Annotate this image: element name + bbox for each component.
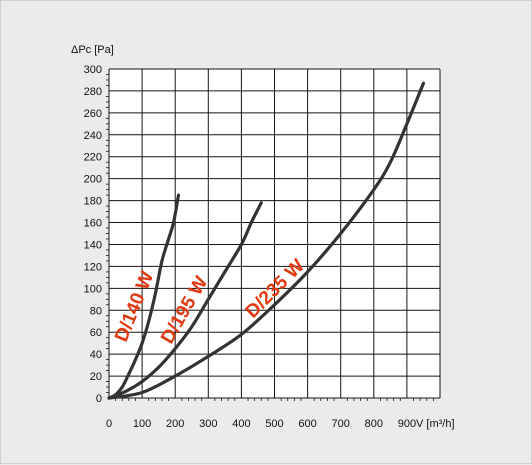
x-axis-label: V [m³/h] bbox=[416, 418, 455, 430]
y-tick-label: 60 bbox=[90, 327, 102, 339]
y-tick-labels: 0 20 40 60 80 100 120 140 160 180 200 220 240 260 280 3… bbox=[84, 64, 102, 405]
x-tick-label: 500 bbox=[265, 418, 283, 430]
x-tick-label: 200 bbox=[166, 418, 184, 430]
y-tick-label: 0 bbox=[96, 393, 102, 405]
y-tick-label: 140 bbox=[84, 239, 102, 251]
y-tick-label: 300 bbox=[84, 64, 102, 76]
y-tick-label: 180 bbox=[84, 196, 102, 208]
x-tick-label: 800 bbox=[365, 418, 383, 430]
y-tick-label: 200 bbox=[84, 174, 102, 186]
y-tick-label: 280 bbox=[84, 86, 102, 98]
x-tick-label: 0 bbox=[106, 418, 112, 430]
y-tick-label: 80 bbox=[90, 305, 102, 317]
grid bbox=[108, 68, 441, 399]
y-tick-label: 220 bbox=[84, 152, 102, 164]
y-tick-label: 260 bbox=[84, 108, 102, 120]
x-tick-labels: 0 100 200 300 400 500 600 700 800 900 bbox=[106, 418, 416, 430]
curve-series-1 bbox=[107, 193, 181, 400]
minor-ticks bbox=[106, 74, 434, 401]
x-tick-label: 400 bbox=[232, 418, 250, 430]
x-tick-label: 600 bbox=[298, 418, 316, 430]
y-axis-label: ΔPc [Pa] bbox=[71, 44, 114, 56]
y-tick-label: 100 bbox=[84, 283, 102, 295]
x-tick-label: 100 bbox=[133, 418, 151, 430]
curve-series-3 bbox=[107, 81, 426, 400]
y-tick-label: 240 bbox=[84, 130, 102, 142]
x-tick-label: 300 bbox=[199, 418, 217, 430]
x-tick-label: 900 bbox=[398, 418, 416, 430]
x-tick-label: 700 bbox=[332, 418, 350, 430]
curve-series-2 bbox=[107, 201, 263, 400]
y-tick-label: 160 bbox=[84, 218, 102, 230]
y-tick-label: 120 bbox=[84, 261, 102, 273]
y-tick-label: 20 bbox=[90, 371, 102, 383]
curves bbox=[107, 81, 426, 400]
y-tick-label: 40 bbox=[90, 349, 102, 361]
